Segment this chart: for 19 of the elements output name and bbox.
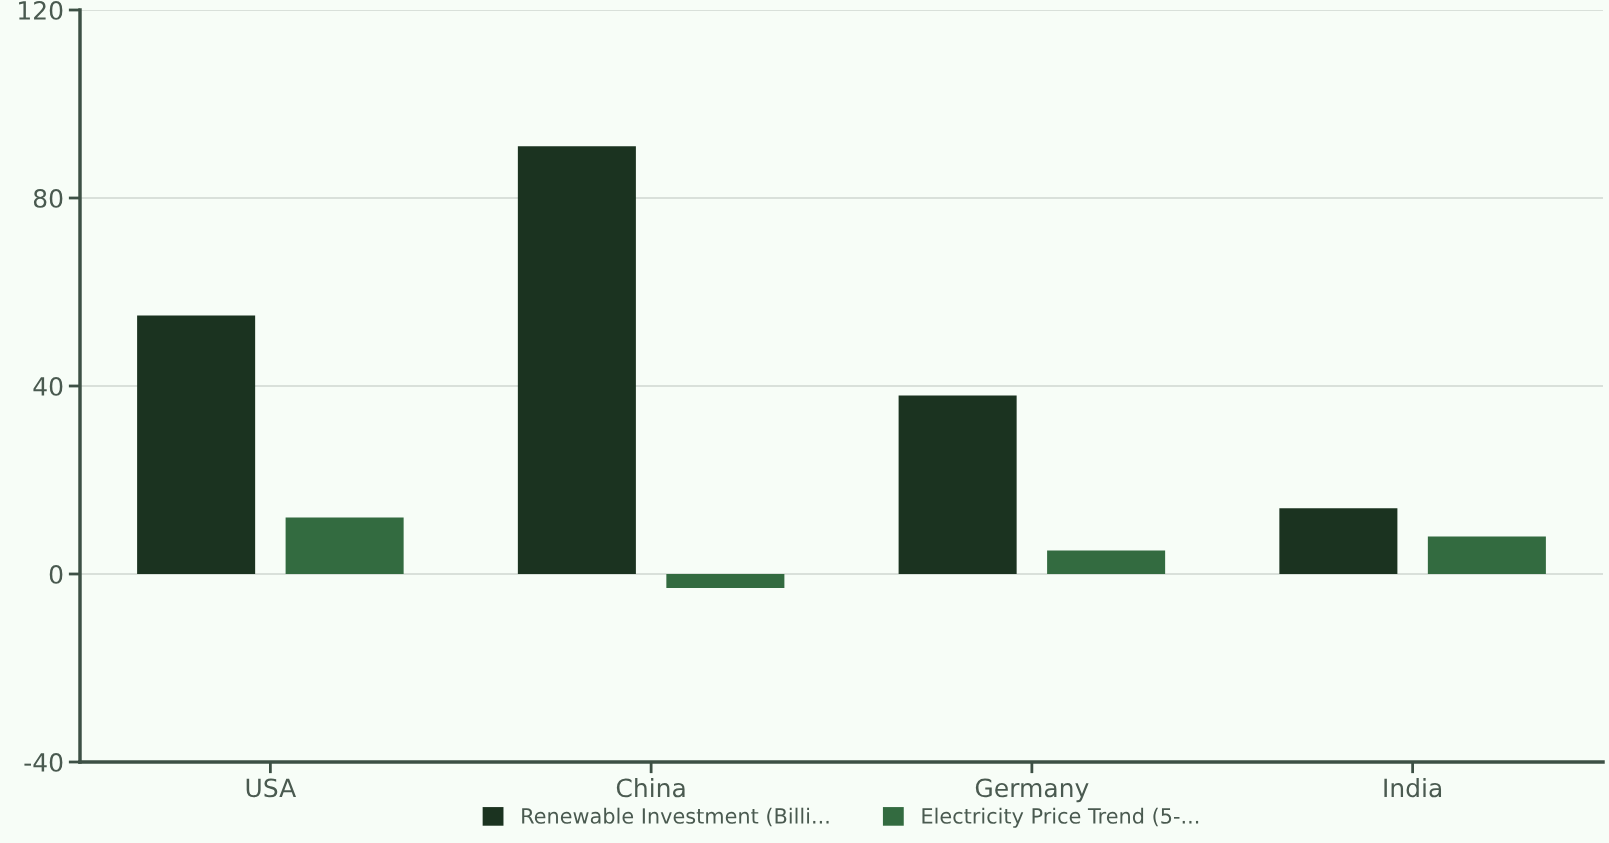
- x-tick-label: USA: [246, 778, 297, 798]
- y-tick-label: 40: [33, 376, 63, 396]
- bar: [1279, 508, 1398, 574]
- legend-label: Electricity Price Trend (5-...: [922, 807, 1199, 828]
- y-tick-label: -40: [24, 752, 63, 772]
- bar: [666, 574, 785, 589]
- x-tick-label: India: [1384, 777, 1442, 798]
- y-tick-label: 80: [33, 188, 63, 208]
- bar: [1427, 536, 1546, 574]
- bar: [898, 395, 1017, 574]
- y-tick-label: 120: [19, 0, 63, 20]
- x-tick-label: Germany: [975, 778, 1089, 803]
- legend-label: Renewable Investment (Billi...: [522, 807, 829, 827]
- bar: [137, 315, 256, 574]
- bar: [1047, 550, 1166, 574]
- bar: [285, 517, 404, 574]
- bar: [517, 146, 636, 574]
- y-tick-label: 0: [49, 564, 63, 584]
- x-tick-label: China: [616, 777, 685, 798]
